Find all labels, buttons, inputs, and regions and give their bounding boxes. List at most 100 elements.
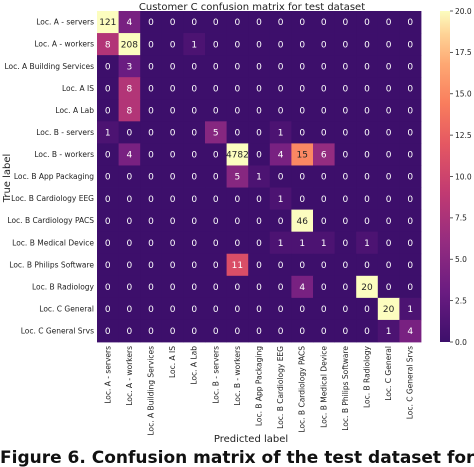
heatmap-cell <box>140 319 163 343</box>
heatmap-cell <box>118 231 141 255</box>
cell-value-label: 0 <box>148 305 154 315</box>
cell-value-label: 0 <box>343 62 349 72</box>
heatmap-cell <box>399 319 422 343</box>
cell-value-label: 0 <box>256 261 262 271</box>
heatmap-cell <box>140 209 163 233</box>
heatmap-cell <box>183 231 206 255</box>
heatmap-cell <box>377 165 400 188</box>
cell-value-label: 208 <box>121 40 138 50</box>
heatmap-cell <box>291 77 314 100</box>
heatmap-cell <box>399 33 422 56</box>
cell-value-label: 0 <box>299 129 305 139</box>
cell-value-label: 0 <box>364 84 370 94</box>
heatmap-cell <box>334 319 357 343</box>
heatmap-cell <box>399 275 422 299</box>
cell-value-label: 0 <box>321 217 327 227</box>
heatmap-cell <box>248 319 271 343</box>
cell-value-label: 0 <box>256 84 262 94</box>
cell-value-label: 1 <box>386 327 392 337</box>
heatmap-cell <box>140 77 163 100</box>
cell-value-label: 0 <box>299 84 305 94</box>
cell-value-label: 0 <box>343 107 349 117</box>
colorbar-tick-label: 7.5 <box>455 214 467 223</box>
cell-value-label: 0 <box>170 283 176 293</box>
heatmap-cell <box>118 121 141 144</box>
heatmap-cell <box>313 11 335 34</box>
cell-value-label: 0 <box>321 129 327 139</box>
heatmap-cell <box>183 121 206 144</box>
cell-value-label: 0 <box>386 62 392 72</box>
x-tick-label: Loc. A - servers <box>103 346 112 404</box>
heatmap-cell <box>97 253 119 277</box>
heatmap-cell <box>269 165 292 188</box>
cell-value-label: 0 <box>407 107 413 117</box>
cell-value-label: 0 <box>299 327 305 337</box>
heatmap-cell <box>205 187 227 210</box>
heatmap-cell <box>161 121 184 144</box>
heatmap-cell <box>269 143 292 166</box>
cell-value-label: 0 <box>235 62 241 72</box>
y-tick-label: Loc. A - workers <box>34 40 94 49</box>
heatmap-cell <box>377 143 400 166</box>
cell-value-label: 0 <box>191 195 197 205</box>
heatmap-cell <box>118 165 141 188</box>
y-tick-label: Loc. C General Srvs <box>21 327 94 336</box>
y-tick-label: Loc. B Radiology <box>32 282 95 291</box>
heatmap-cell <box>356 143 379 166</box>
heatmap-cell <box>334 121 357 144</box>
heatmap-cell <box>269 209 292 233</box>
cell-value-label: 0 <box>343 151 349 161</box>
x-tick-label: Loc. B Philips Software <box>341 346 350 431</box>
cell-value-label: 0 <box>256 305 262 315</box>
cell-value-label: 0 <box>235 129 241 139</box>
cell-value-label: 0 <box>321 84 327 94</box>
heatmap-cell <box>377 77 400 100</box>
cell-value-label: 0 <box>191 62 197 72</box>
cell-value-label: 0 <box>148 40 154 50</box>
cell-value-label: 0 <box>148 129 154 139</box>
x-tick-label: Loc. B Radiology <box>363 345 372 408</box>
heatmap-cell <box>205 297 227 321</box>
heatmap-cell <box>97 209 119 233</box>
heatmap-cell <box>399 77 422 100</box>
cell-value-label: 0 <box>170 305 176 315</box>
cell-value-label: 0 <box>321 327 327 337</box>
y-axis-label: True label <box>2 154 13 204</box>
cell-value-label: 0 <box>105 283 111 293</box>
heatmap-cell <box>377 253 400 277</box>
heatmap-cell <box>377 99 400 122</box>
heatmap-cell <box>313 55 335 78</box>
heatmap-cell <box>269 297 292 321</box>
cell-value-label: 0 <box>170 261 176 271</box>
cell-value-label: 0 <box>386 107 392 117</box>
heatmap-cell <box>248 209 271 233</box>
cell-value-label: 20 <box>383 305 395 315</box>
heatmap-cell <box>205 99 227 122</box>
heatmap-cell <box>140 253 163 277</box>
heatmap-cell <box>161 77 184 100</box>
cell-value-label: 0 <box>256 129 262 139</box>
cell-value-label: 0 <box>407 283 413 293</box>
heatmap-cell <box>226 55 249 78</box>
cell-value-label: 20 <box>361 283 373 293</box>
heatmap-cell <box>334 165 357 188</box>
cell-value-label: 0 <box>386 129 392 139</box>
cell-value-label: 0 <box>191 151 197 161</box>
cell-value-label: 0 <box>364 217 370 227</box>
y-tick-label: Loc. A - servers <box>36 18 94 27</box>
heatmap-cell <box>291 187 314 210</box>
x-tick-label: Loc. A Building Services <box>147 346 156 436</box>
cell-value-label: 0 <box>170 84 176 94</box>
heatmap-cell <box>291 121 314 144</box>
cell-value-label: 1 <box>407 305 413 315</box>
heatmap-cell <box>97 297 119 321</box>
cell-value-label: 0 <box>235 107 241 117</box>
heatmap-cell <box>161 253 184 277</box>
heatmap-cell <box>313 99 335 122</box>
cell-value-label: 0 <box>170 173 176 183</box>
y-tick-label: Loc. B - workers <box>34 150 94 159</box>
heatmap-cell <box>97 77 119 100</box>
heatmap-cell <box>313 165 335 188</box>
heatmap-cell <box>118 319 141 343</box>
cell-value-label: 0 <box>278 283 284 293</box>
